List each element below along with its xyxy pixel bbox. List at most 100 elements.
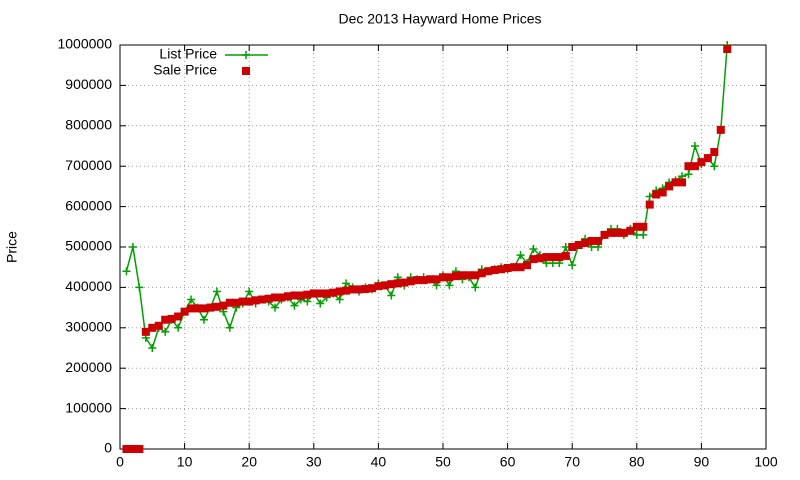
point — [703, 154, 712, 163]
point — [329, 288, 338, 297]
point — [445, 273, 454, 282]
point — [678, 178, 687, 187]
point — [697, 158, 706, 167]
series — [122, 45, 732, 453]
point — [658, 188, 667, 197]
point — [238, 297, 247, 306]
x-tick-label: 70 — [564, 454, 580, 470]
legend-marker — [242, 51, 250, 59]
point — [594, 236, 603, 245]
x-tick-label: 40 — [371, 454, 387, 470]
point — [154, 321, 163, 330]
point — [187, 295, 196, 304]
point — [548, 253, 557, 262]
point — [503, 264, 512, 273]
point — [684, 170, 693, 179]
point — [206, 303, 215, 312]
point — [225, 323, 234, 332]
y-axis-label: Price — [4, 231, 20, 263]
point — [613, 228, 622, 237]
point — [141, 327, 150, 336]
point — [471, 271, 480, 280]
y-tick-label: 600000 — [65, 197, 112, 213]
point — [264, 294, 273, 303]
point — [516, 251, 525, 260]
point — [639, 230, 648, 239]
x-tick-label: 20 — [241, 454, 257, 470]
point — [464, 271, 473, 280]
legend-marker — [242, 67, 250, 75]
x-tick-label: 50 — [435, 454, 451, 470]
point — [361, 285, 370, 294]
point — [639, 222, 648, 231]
point — [484, 267, 493, 276]
point — [516, 263, 525, 272]
point — [335, 295, 344, 304]
point — [212, 302, 221, 311]
point — [122, 445, 131, 453]
point — [387, 280, 396, 289]
point — [296, 291, 305, 300]
x-tick-label: 10 — [177, 454, 193, 470]
point — [723, 45, 732, 54]
point — [581, 238, 590, 247]
point — [690, 162, 699, 171]
point — [245, 287, 254, 296]
point — [174, 312, 183, 321]
point — [522, 261, 531, 270]
point — [309, 289, 318, 298]
point — [148, 344, 157, 352]
point — [413, 276, 422, 285]
point — [587, 236, 596, 245]
point — [606, 228, 615, 237]
y-tick-label: 300000 — [65, 319, 112, 335]
point — [122, 267, 131, 276]
x-tick-label: 90 — [694, 454, 710, 470]
point — [568, 243, 577, 251]
y-tick-label: 500000 — [65, 238, 112, 254]
point — [277, 293, 286, 302]
point — [471, 283, 480, 292]
point — [406, 277, 415, 286]
point — [393, 279, 402, 288]
point — [225, 298, 234, 307]
x-tick-label: 100 — [754, 454, 778, 470]
point — [535, 254, 544, 263]
point — [355, 285, 364, 294]
point — [219, 301, 228, 310]
point — [426, 275, 435, 284]
point — [497, 265, 506, 274]
point — [187, 304, 196, 313]
legend-label: List Price — [159, 46, 217, 62]
point — [161, 327, 170, 336]
y-tick-label: 0 — [104, 440, 112, 456]
point — [161, 315, 170, 324]
point — [342, 286, 351, 295]
point — [445, 281, 454, 290]
point — [432, 275, 441, 284]
x-tick-label: 30 — [306, 454, 322, 470]
point — [199, 304, 208, 313]
point — [529, 245, 538, 254]
point — [322, 289, 331, 298]
point — [193, 304, 202, 313]
point — [477, 269, 486, 278]
point — [367, 284, 376, 293]
point — [174, 323, 183, 332]
point — [167, 314, 176, 323]
point — [490, 266, 499, 275]
point — [529, 255, 538, 264]
point — [316, 299, 325, 308]
point — [342, 279, 351, 288]
point — [335, 287, 344, 296]
point — [510, 263, 519, 272]
point — [348, 285, 357, 294]
point — [387, 291, 396, 300]
x-tick-label: 80 — [629, 454, 645, 470]
legend-label: Sale Price — [153, 62, 217, 78]
point — [716, 125, 725, 134]
point — [671, 178, 680, 187]
point — [561, 251, 570, 260]
point — [619, 228, 628, 237]
